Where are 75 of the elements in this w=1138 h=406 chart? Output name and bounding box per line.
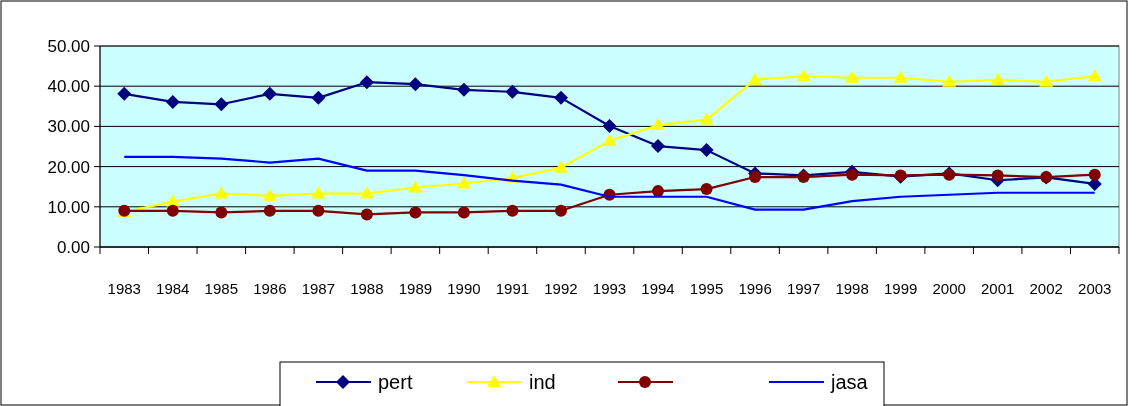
- point: [456, 176, 471, 189]
- point: [359, 186, 374, 199]
- point: [749, 171, 762, 184]
- point: [263, 204, 276, 217]
- x-tick-label: 1995: [689, 280, 724, 297]
- point: [942, 74, 957, 87]
- point: [408, 77, 423, 92]
- point: [408, 180, 423, 193]
- point: [311, 90, 326, 105]
- x-tick-label: 1986: [253, 280, 287, 297]
- point: [359, 75, 374, 90]
- x-tick-label: 1997: [786, 280, 821, 297]
- point: [506, 204, 519, 217]
- point: [845, 70, 860, 83]
- x-tick-label: 1989: [398, 280, 433, 297]
- x-tick-label: 1993: [592, 280, 627, 297]
- point: [1087, 69, 1102, 82]
- y-tick-label: 30.00: [47, 117, 90, 137]
- point: [602, 119, 617, 133]
- x-tick-label: 2002: [1029, 280, 1063, 297]
- y-tick-label: 50.00: [47, 36, 90, 56]
- x-tick-label: 2000: [932, 280, 966, 297]
- point: [991, 169, 1004, 182]
- x-tick-label: 1998: [835, 280, 869, 297]
- x-tick-label: 1996: [738, 280, 772, 297]
- point: [699, 112, 714, 125]
- x-tick-label: 1994: [641, 280, 675, 297]
- point: [553, 90, 568, 105]
- point: [651, 118, 666, 131]
- point: [990, 72, 1005, 85]
- x-tick-label: 1985: [204, 280, 238, 297]
- point: [360, 208, 373, 221]
- legend-label: ind: [529, 371, 556, 393]
- point: [165, 94, 180, 109]
- x-tick-label: 1984: [156, 280, 190, 297]
- point: [1088, 168, 1101, 181]
- point: [796, 69, 811, 82]
- point: [166, 204, 179, 217]
- legend-label: pert: [378, 371, 413, 393]
- y-tick-label: 10.00: [47, 197, 90, 217]
- point: [409, 206, 422, 219]
- point: [214, 97, 229, 112]
- point: [651, 139, 666, 154]
- x-tick-label: 1988: [350, 280, 384, 297]
- point: [893, 70, 908, 83]
- point: [748, 72, 763, 85]
- x-tick-label: 1987: [301, 280, 336, 297]
- point: [262, 188, 277, 201]
- point: [846, 168, 859, 181]
- point: [457, 206, 470, 219]
- point: [1039, 74, 1054, 87]
- x-tick-label: 1990: [447, 280, 481, 297]
- x-tick-label: 1983: [107, 280, 141, 297]
- x-tick-label: 2001: [981, 280, 1015, 297]
- point: [312, 204, 325, 217]
- x-tick-label: 2003: [1078, 280, 1112, 297]
- point: [262, 86, 277, 101]
- point: [215, 206, 228, 219]
- y-tick-label: 20.00: [47, 157, 90, 177]
- point: [602, 133, 617, 146]
- point: [456, 82, 471, 97]
- point: [700, 183, 713, 196]
- point: [214, 186, 229, 199]
- point: [553, 160, 568, 173]
- y-tick-label: 40.00: [47, 77, 90, 97]
- x-tick-label: 1991: [495, 280, 530, 297]
- x-tick-label: 1992: [544, 280, 578, 297]
- point: [505, 84, 520, 99]
- point: [311, 186, 326, 199]
- point: [117, 86, 132, 101]
- point: [699, 143, 714, 158]
- x-tick-label: 1999: [883, 280, 918, 297]
- y-tick-label: 0.00: [56, 237, 90, 257]
- point: [554, 204, 567, 217]
- legend-label: jasa: [830, 371, 869, 393]
